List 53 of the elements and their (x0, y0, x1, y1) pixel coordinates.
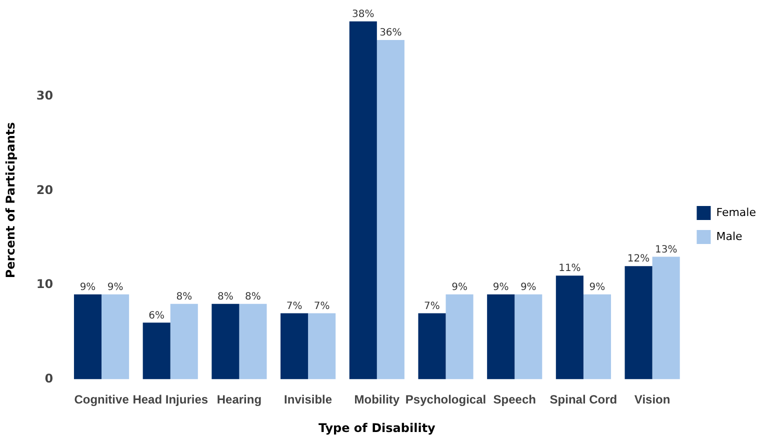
bar (652, 256, 680, 380)
y-tick-label: 30 (36, 88, 54, 103)
bar (349, 21, 377, 380)
bar (239, 304, 267, 380)
data-label: 7% (424, 300, 440, 312)
data-label: 7% (286, 300, 302, 312)
bar (102, 294, 130, 380)
y-axis-title: Percent of Participants (3, 122, 18, 278)
data-label: 8% (218, 291, 234, 302)
data-label: 9% (452, 282, 468, 294)
x-tick-label: Psychological (405, 392, 486, 407)
data-label: 36% (380, 28, 402, 39)
data-label: 11% (558, 263, 581, 274)
x-tick-label: Spinal Cord (550, 392, 618, 407)
data-label: 13% (654, 244, 678, 256)
data-label: 12% (627, 254, 650, 265)
bar (212, 304, 240, 380)
data-label: 9% (107, 282, 124, 294)
bar (280, 313, 308, 380)
data-label: 7% (314, 300, 330, 312)
bar (624, 266, 652, 380)
bar (418, 313, 446, 380)
x-tick-label: Cognitive (74, 392, 130, 407)
data-label: 9% (492, 282, 509, 294)
y-tick-label: 0 (44, 371, 54, 386)
bar (487, 294, 515, 380)
x-tick-label: Invisible (284, 392, 332, 407)
data-label: 8% (245, 291, 261, 302)
x-tick-label: Mobility (354, 392, 400, 407)
legend-label: Female (716, 206, 756, 219)
data-label: 6% (148, 310, 165, 322)
bar (74, 294, 102, 380)
bar (583, 294, 611, 380)
x-tick-label: Head Injuries (132, 392, 208, 407)
bar (308, 313, 336, 380)
data-label: 9% (520, 282, 536, 294)
x-tick-label: Speech (493, 392, 536, 407)
bar (376, 40, 404, 380)
y-tick-label: 10 (36, 277, 54, 292)
bar (556, 276, 584, 380)
legend-label: Male (716, 230, 743, 243)
bar (142, 322, 170, 380)
data-label: 9% (589, 282, 606, 294)
data-label: 8% (176, 291, 192, 302)
bar (514, 294, 542, 380)
x-tick-label: Vision (634, 392, 670, 407)
x-tick-label: Hearing (216, 392, 262, 407)
data-label: 38% (352, 8, 374, 20)
bar (446, 294, 474, 380)
x-axis-title: Type of Disability (318, 420, 436, 435)
bar (170, 304, 198, 380)
y-tick-label: 20 (36, 182, 54, 197)
data-label: 9% (80, 282, 96, 294)
